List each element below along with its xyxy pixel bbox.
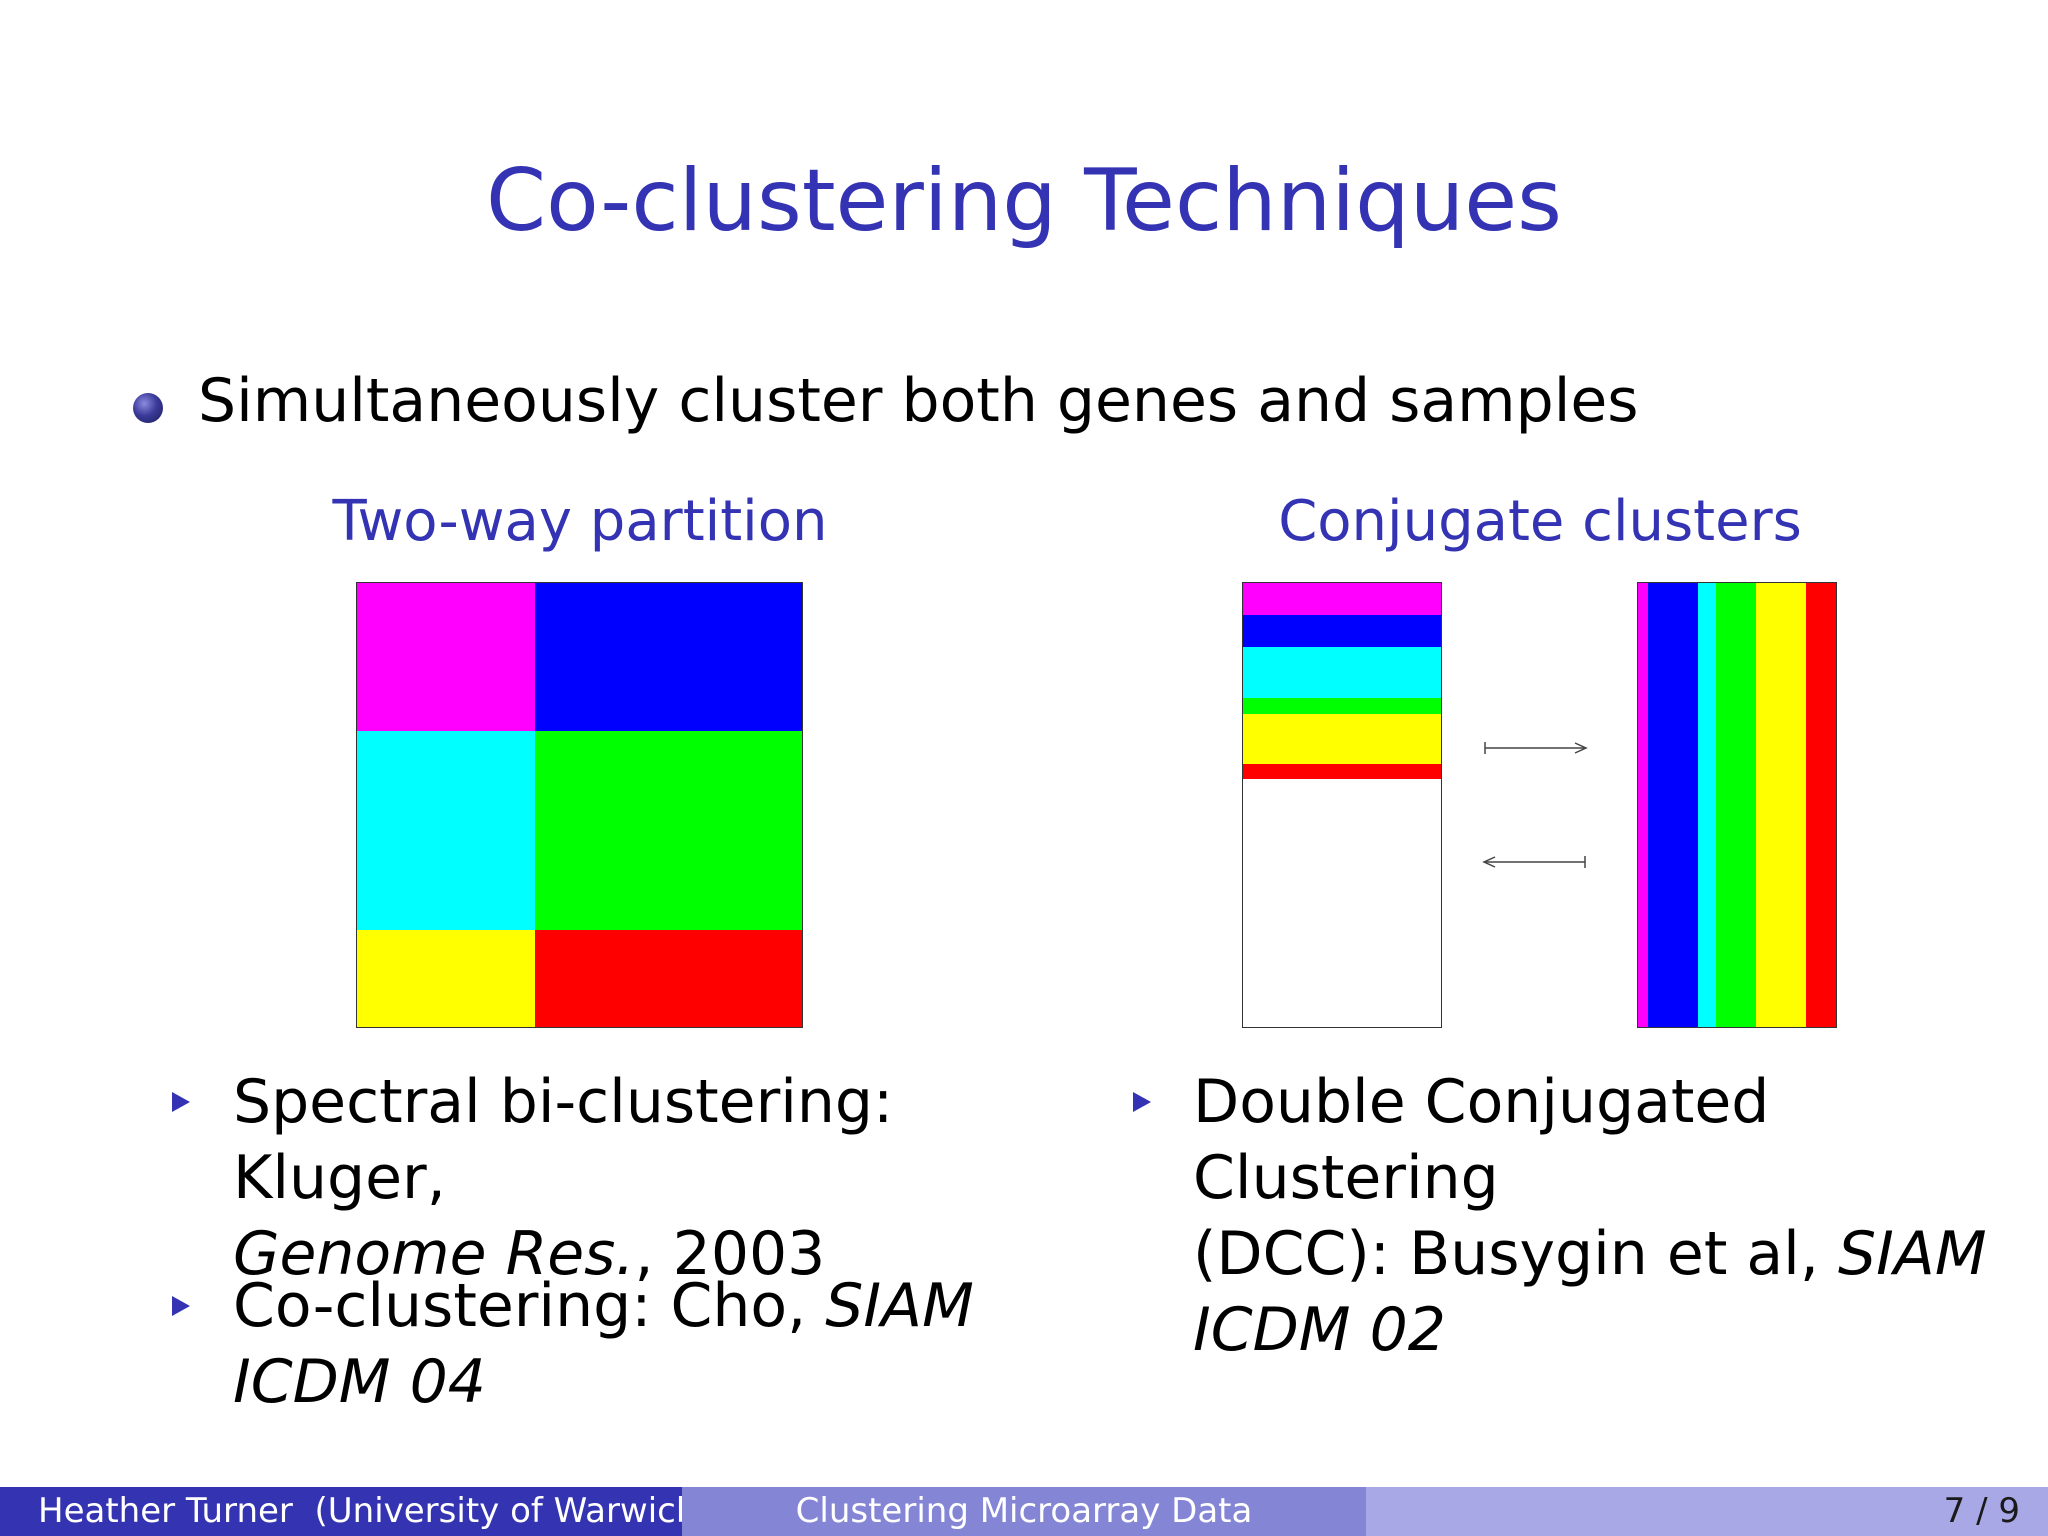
ref-year: , 2003 <box>634 1219 826 1289</box>
footer-page-number: 7 / 9 <box>1943 1491 2020 1531</box>
ref-venue-2: ICDM 04 <box>233 1347 486 1417</box>
partition-cell-cyan <box>357 731 535 930</box>
partition-cell-blue <box>535 583 802 731</box>
sample-cluster-column <box>1637 582 1837 1028</box>
footer-talk-title: Clustering Microarray Data <box>795 1491 1253 1531</box>
maps-to-arrows <box>1482 742 1588 868</box>
dcc-ref: Double Conjugated Clustering (DCC): Busy… <box>1193 1064 2043 1368</box>
stripe-cyan <box>1243 647 1441 698</box>
footer-title-segment: Clustering Microarray Data <box>682 1487 1366 1536</box>
stripe-yellow <box>1243 714 1441 764</box>
footer-author-segment: Heather Turner (University of Warwick) <box>0 1487 709 1536</box>
two-way-partition-heading: Two-way partition <box>332 489 828 554</box>
maps-to-arrow-left <box>1482 856 1586 868</box>
stripe-green <box>1243 698 1441 714</box>
triangle-bullet-icon <box>172 1092 190 1112</box>
stripe-magenta <box>1243 583 1441 615</box>
maps-to-arrow-right <box>1484 742 1588 754</box>
triangle-bullet-icon <box>172 1296 190 1316</box>
conjugate-clusters-heading: Conjugate clusters <box>1278 489 1802 554</box>
ref-venue-2: ICDM 02 <box>1193 1295 1446 1365</box>
two-way-partition-grid <box>356 582 803 1028</box>
gene-cluster-column <box>1242 582 1442 1028</box>
vstripe-green <box>1716 583 1756 1027</box>
slide-footer: Heather Turner (University of Warwick) C… <box>0 1487 2048 1536</box>
ref-line2: (DCC): Busygin et al, <box>1193 1219 1838 1289</box>
partition-cell-green <box>535 731 802 930</box>
spectral-biclustering-ref: Spectral bi-clustering: Kluger, Genome R… <box>233 1064 1033 1292</box>
partition-cell-red <box>535 930 802 1027</box>
ref-text: Spectral bi-clustering: Kluger, <box>233 1067 894 1213</box>
stripe-blue <box>1243 615 1441 647</box>
partition-cell-magenta <box>357 583 535 731</box>
ref-text: Co-clustering: Cho, <box>233 1271 826 1341</box>
vstripe-cyan <box>1698 583 1716 1027</box>
bullet-ball-icon <box>133 393 163 423</box>
ref-journal: Genome Res. <box>233 1219 635 1289</box>
vstripe-blue <box>1648 583 1698 1027</box>
ref-line1: Double Conjugated Clustering <box>1193 1067 1770 1213</box>
ref-venue: SIAM <box>1838 1219 1987 1289</box>
co-clustering-ref: Co-clustering: Cho, SIAM ICDM 04 <box>233 1268 1033 1420</box>
vstripe-magenta <box>1638 583 1648 1027</box>
stripe-red <box>1243 764 1441 779</box>
partition-cell-yellow <box>357 930 535 1027</box>
ref-venue: SIAM <box>825 1271 974 1341</box>
main-bullet-text: Simultaneously cluster both genes and sa… <box>198 366 1639 436</box>
footer-author: Heather Turner (University of Warwick) <box>38 1491 709 1531</box>
triangle-bullet-icon <box>1133 1092 1151 1112</box>
slide-title: Co-clustering Techniques <box>486 151 1562 251</box>
vstripe-yellow <box>1756 583 1806 1027</box>
vstripe-red <box>1806 583 1836 1027</box>
footer-page-segment: 7 / 9 <box>1366 1487 2048 1536</box>
